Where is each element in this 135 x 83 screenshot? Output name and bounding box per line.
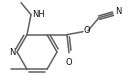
Text: N: N xyxy=(115,7,121,16)
Text: NH: NH xyxy=(32,10,45,19)
Text: O: O xyxy=(84,26,91,35)
Text: N: N xyxy=(9,47,15,57)
Text: O: O xyxy=(66,58,72,67)
